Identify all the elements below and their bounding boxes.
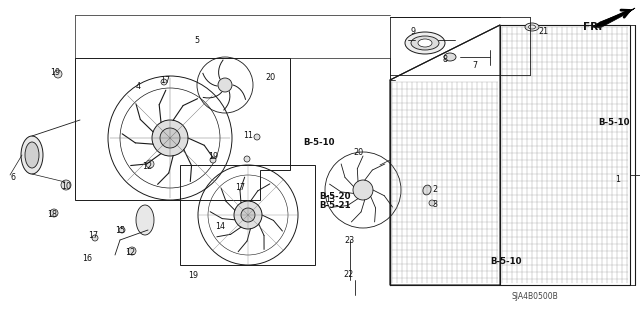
Circle shape bbox=[50, 209, 58, 217]
Text: 6: 6 bbox=[10, 173, 15, 182]
Text: 8: 8 bbox=[442, 55, 447, 64]
Text: 5: 5 bbox=[195, 36, 200, 45]
Circle shape bbox=[146, 160, 154, 168]
Circle shape bbox=[241, 208, 255, 222]
Ellipse shape bbox=[429, 200, 435, 206]
Circle shape bbox=[234, 201, 262, 229]
Ellipse shape bbox=[444, 53, 456, 61]
Text: 2: 2 bbox=[433, 185, 438, 194]
Circle shape bbox=[61, 180, 71, 190]
Text: 19: 19 bbox=[188, 271, 198, 280]
Text: 22: 22 bbox=[344, 270, 354, 279]
Ellipse shape bbox=[136, 205, 154, 235]
Circle shape bbox=[152, 120, 188, 156]
Circle shape bbox=[119, 227, 125, 233]
Text: B-5-10: B-5-10 bbox=[598, 118, 630, 127]
Text: B-5-21: B-5-21 bbox=[319, 201, 351, 210]
Text: 16: 16 bbox=[82, 254, 92, 263]
Text: 21: 21 bbox=[538, 27, 548, 36]
Text: 13: 13 bbox=[325, 195, 335, 204]
Text: 20: 20 bbox=[353, 148, 363, 157]
Ellipse shape bbox=[525, 23, 539, 31]
Ellipse shape bbox=[423, 185, 431, 195]
Circle shape bbox=[218, 78, 232, 92]
Text: 20: 20 bbox=[265, 73, 275, 82]
Text: 7: 7 bbox=[472, 61, 477, 70]
Text: 17: 17 bbox=[88, 231, 98, 240]
Text: 19: 19 bbox=[50, 68, 60, 77]
Ellipse shape bbox=[21, 136, 43, 174]
Ellipse shape bbox=[411, 36, 439, 50]
Text: 3: 3 bbox=[433, 200, 438, 209]
Text: 19: 19 bbox=[208, 152, 218, 161]
Ellipse shape bbox=[25, 142, 39, 168]
Text: 18: 18 bbox=[47, 210, 57, 219]
Text: FR.: FR. bbox=[582, 22, 602, 32]
Text: SJA4B0500B: SJA4B0500B bbox=[511, 292, 558, 301]
Text: 4: 4 bbox=[136, 82, 141, 91]
Text: 9: 9 bbox=[410, 27, 415, 36]
Circle shape bbox=[92, 235, 98, 241]
Text: 17: 17 bbox=[160, 76, 170, 85]
Text: 12: 12 bbox=[142, 162, 152, 171]
Text: B-5-10: B-5-10 bbox=[303, 138, 335, 147]
Circle shape bbox=[160, 128, 180, 148]
Text: 12: 12 bbox=[125, 248, 135, 257]
Circle shape bbox=[254, 134, 260, 140]
Text: 17: 17 bbox=[235, 183, 245, 192]
Ellipse shape bbox=[405, 32, 445, 54]
Text: 14: 14 bbox=[215, 222, 225, 231]
Polygon shape bbox=[593, 8, 635, 28]
Text: 23: 23 bbox=[344, 236, 354, 245]
Circle shape bbox=[210, 157, 216, 163]
Circle shape bbox=[128, 247, 136, 255]
Text: 11: 11 bbox=[243, 131, 253, 140]
Text: B-5-10: B-5-10 bbox=[490, 257, 522, 266]
Ellipse shape bbox=[529, 25, 536, 29]
Text: B-5-20: B-5-20 bbox=[319, 192, 351, 201]
Text: 1: 1 bbox=[615, 175, 620, 184]
Ellipse shape bbox=[418, 39, 432, 47]
Text: 10: 10 bbox=[61, 182, 71, 191]
Circle shape bbox=[54, 70, 62, 78]
Circle shape bbox=[353, 180, 373, 200]
Circle shape bbox=[244, 156, 250, 162]
Text: 15: 15 bbox=[115, 226, 125, 235]
Circle shape bbox=[161, 79, 167, 85]
